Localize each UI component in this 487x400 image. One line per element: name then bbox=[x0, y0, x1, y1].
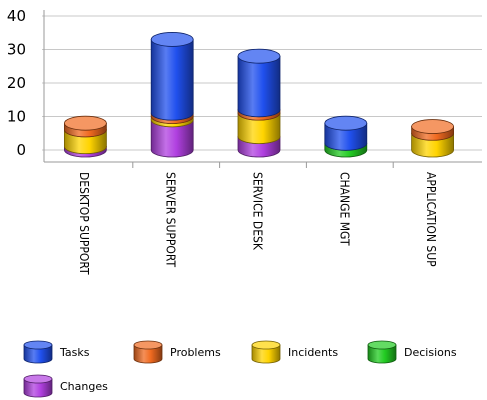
category-label-3: CHANGE MGT bbox=[337, 172, 351, 246]
legend-item-problems: Problems bbox=[133, 340, 221, 364]
y-tick-label-20: 20 bbox=[7, 74, 26, 92]
category-label-4: APPLICATION SUP bbox=[424, 172, 438, 267]
legend-label-changes: Changes bbox=[60, 380, 108, 393]
legend-label-problems: Problems bbox=[170, 346, 221, 359]
axes: 0 10 20 30 40 bbox=[7, 7, 482, 168]
y-tick-label-10: 10 bbox=[7, 108, 26, 126]
legend-swatch-tasks bbox=[23, 344, 53, 364]
legend-label-decisions: Decisions bbox=[404, 346, 457, 359]
legend-swatch-changes bbox=[23, 378, 53, 398]
legend-item-changes: Changes bbox=[23, 374, 108, 398]
bar-change-mgt-tasks bbox=[324, 115, 368, 151]
category-label-1: SERVER SUPPORT bbox=[164, 172, 178, 268]
category-label-0: DESKTOP SUPPORT bbox=[77, 172, 91, 275]
legend: Tasks Problems Incidents Decisions Changes bbox=[23, 340, 457, 398]
bar-server-support-tasks bbox=[150, 32, 194, 121]
category-label-2: SERVICE DESK bbox=[251, 172, 265, 251]
category-labels: DESKTOP SUPPORT SERVER SUPPORT SERVICE DES… bbox=[77, 172, 438, 275]
legend-item-tasks: Tasks bbox=[23, 340, 90, 364]
y-tick-label-30: 30 bbox=[7, 41, 26, 59]
y-tick-label-40: 40 bbox=[7, 7, 26, 25]
legend-item-incidents: Incidents bbox=[251, 340, 338, 364]
bar-desktop-support-problems bbox=[64, 115, 107, 138]
legend-swatch-incidents bbox=[251, 344, 281, 364]
y-tick-label-0: 0 bbox=[16, 141, 26, 159]
legend-swatch-problems bbox=[133, 344, 163, 364]
bar-service-desk-tasks bbox=[237, 48, 281, 118]
legend-swatch-decisions bbox=[367, 344, 397, 364]
legend-label-incidents: Incidents bbox=[288, 346, 338, 359]
bars bbox=[64, 32, 455, 158]
bar-application-sup-problems bbox=[411, 119, 455, 141]
legend-label-tasks: Tasks bbox=[59, 346, 90, 359]
legend-item-decisions: Decisions bbox=[367, 340, 457, 364]
